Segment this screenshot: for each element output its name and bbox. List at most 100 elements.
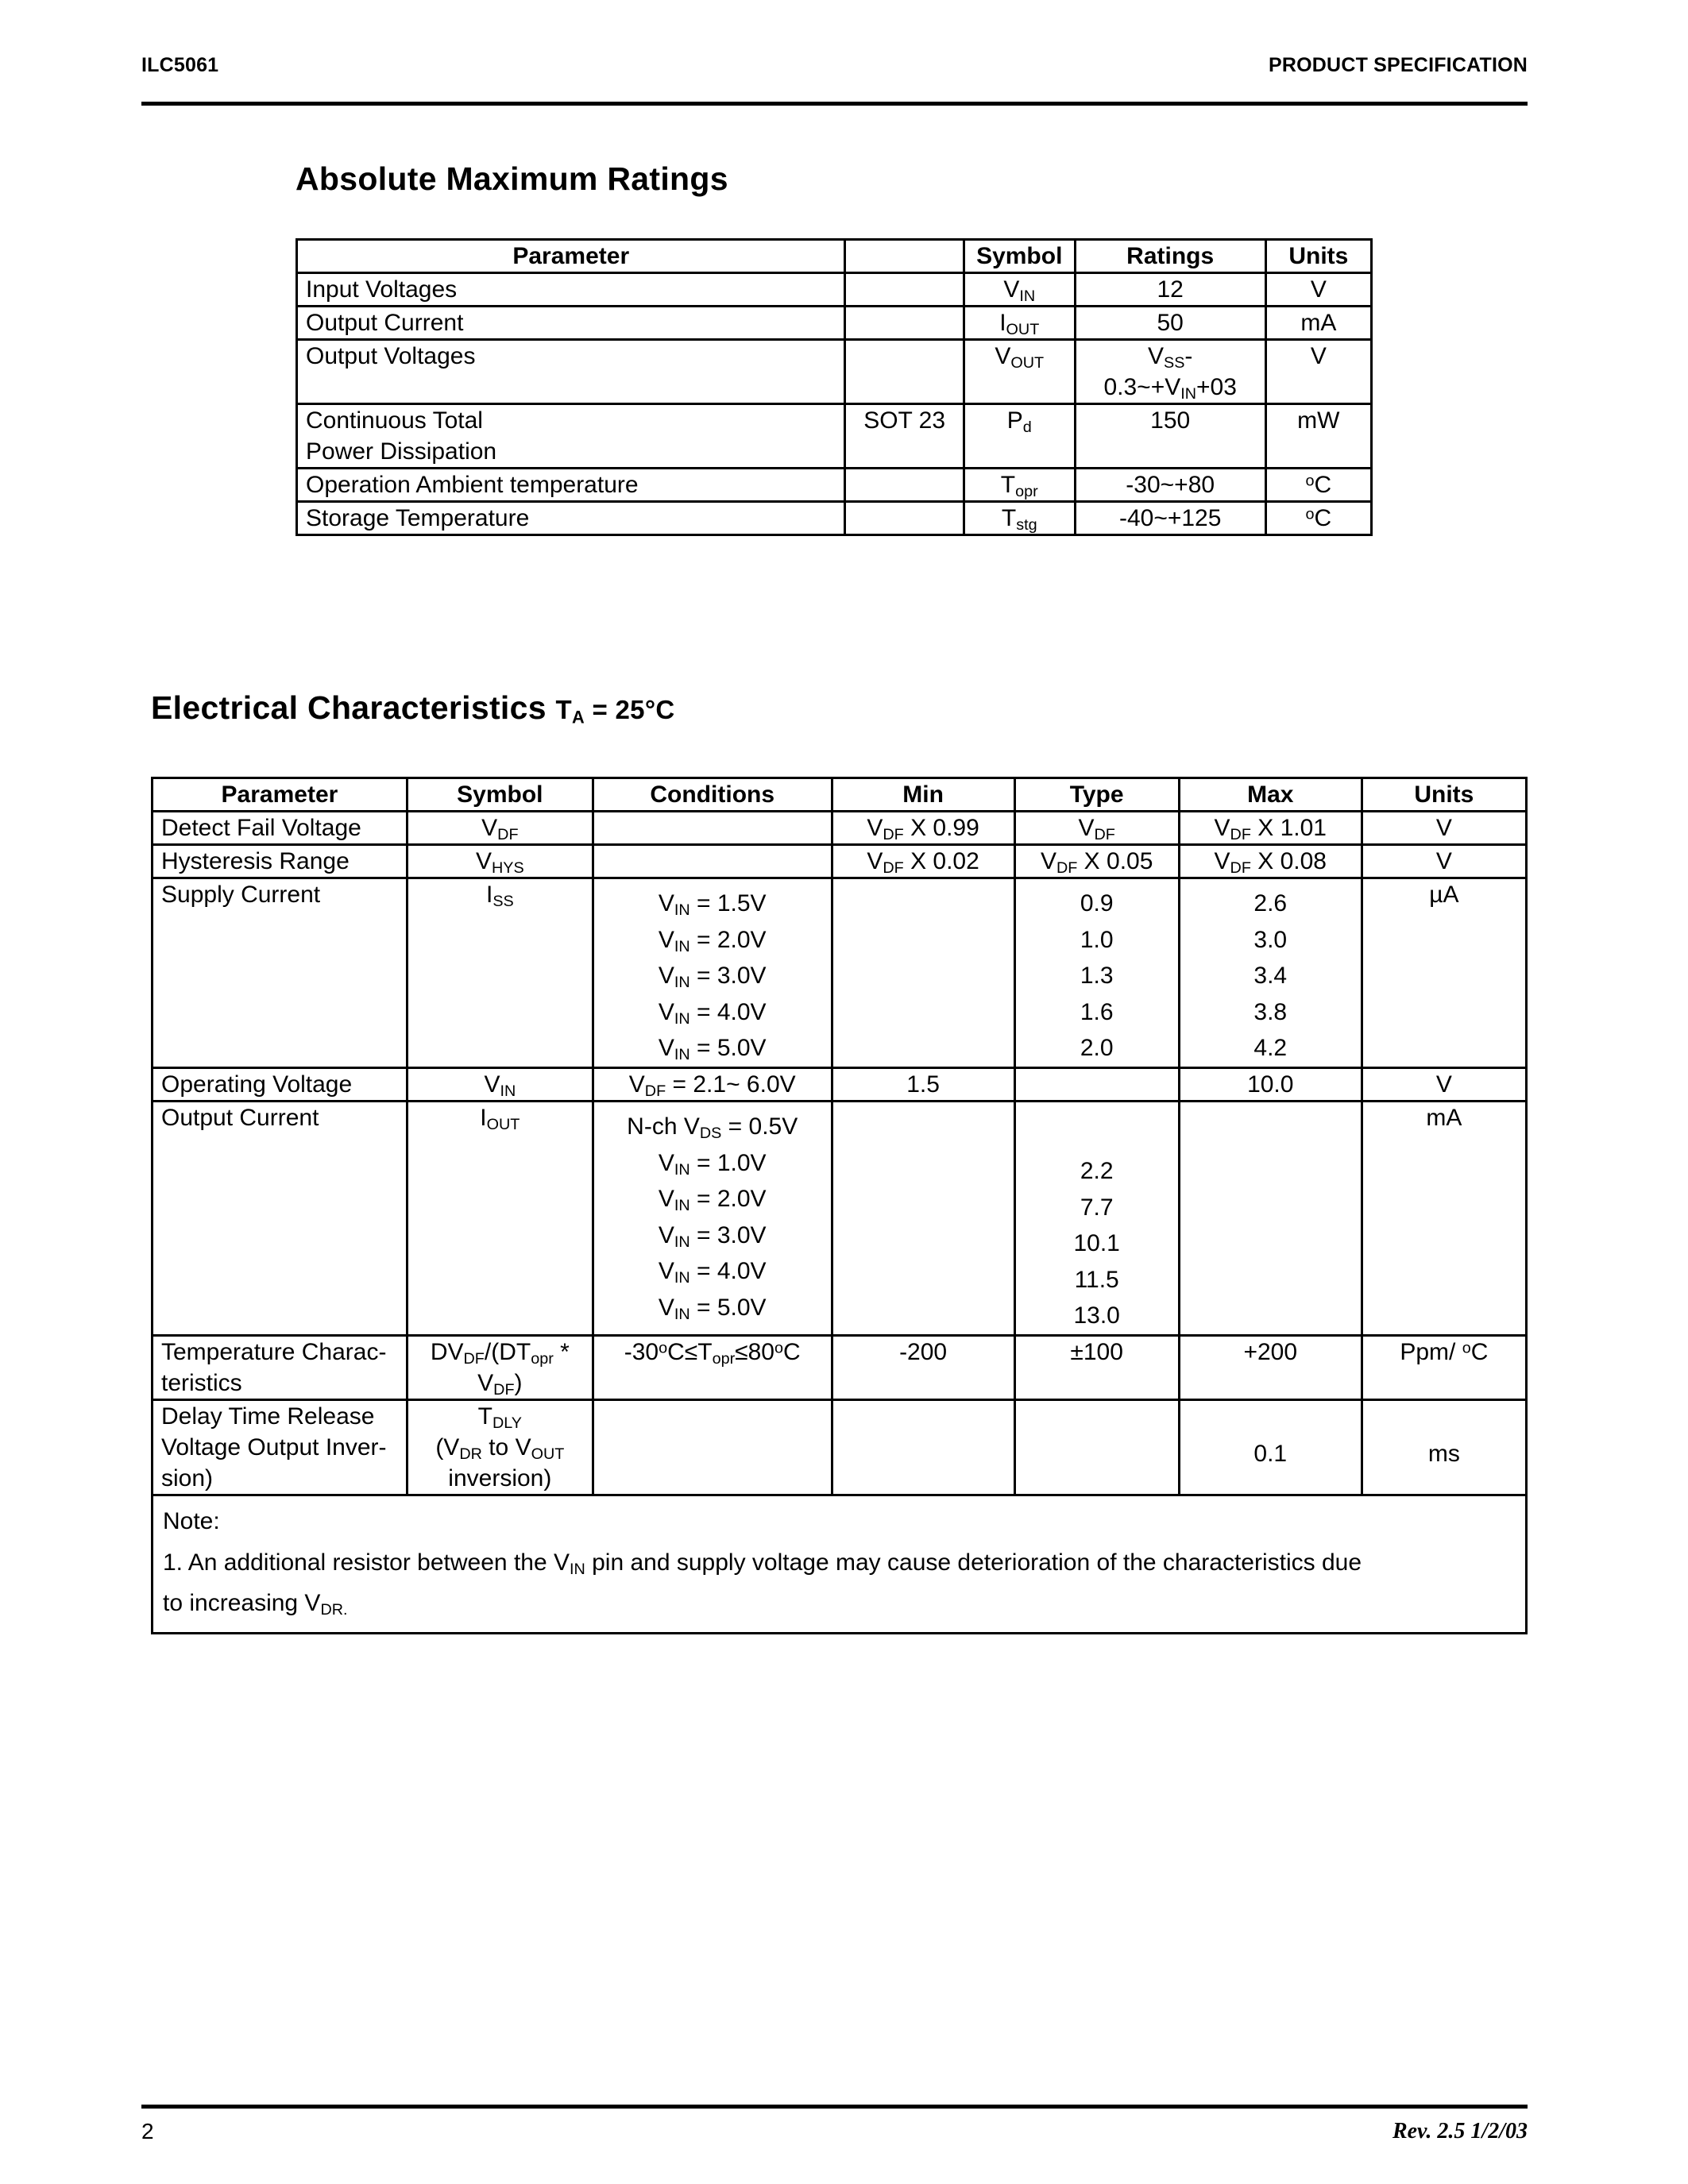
column-header-type: Type <box>1013 777 1180 812</box>
table-header-row: Parameter Symbol Ratings Units <box>295 238 1373 274</box>
cell-min <box>830 1099 1016 1337</box>
value-line: 1.3 <box>1080 963 1114 990</box>
condition-line: VIN = 2.0V <box>658 1186 767 1215</box>
cell-parameter: Temperature Charac- teristics <box>151 1333 408 1401</box>
value-line: 11.5 <box>1074 1266 1119 1293</box>
cell-conditions <box>591 810 833 846</box>
table-row: Input Voltages VIN 12 V <box>295 272 1373 307</box>
cell-symbol: ISS <box>405 877 594 1069</box>
column-header-symbol: Symbol <box>962 238 1076 274</box>
condition-line: VIN = 5.0V <box>658 1035 767 1064</box>
cell-parameter: Hysteresis Range <box>151 843 408 879</box>
table-row: Output Current IOUT N-ch VDS = 0.5V VIN … <box>151 1099 1528 1337</box>
cell-parameter: Operating Voltage <box>151 1066 408 1102</box>
section-title-electrical-characteristics: Electrical Characteristics TA = 25°C <box>151 689 674 727</box>
table-row: Detect Fail Voltage VDF VDF X 0.99 VDF V… <box>151 810 1528 846</box>
cell-symbol: IOUT <box>405 1099 594 1337</box>
cell-type: 0.9 1.0 1.3 1.6 2.0 <box>1013 877 1180 1069</box>
cell-max: +200 <box>1177 1333 1363 1401</box>
cell-parameter-line1: Continuous Total <box>306 407 483 434</box>
value-line: ms <box>1427 1440 1460 1467</box>
cell-conditions: VDF = 2.1~ 6.0V <box>591 1066 833 1102</box>
cell-type: 2.2 7.7 10.1 11.5 13.0 <box>1013 1099 1180 1337</box>
cell-type: VDF <box>1013 810 1180 846</box>
value-line: 13.0 <box>1073 1302 1120 1329</box>
cell-ratings: VSS-0.3~+VIN+03 <box>1073 338 1267 405</box>
table-row: Continuous Total Power Dissipation SOT 2… <box>295 403 1373 469</box>
cell-type <box>1013 1398 1180 1496</box>
cell-conditions: -30oC≤Topr≤80oC <box>591 1333 833 1401</box>
cell-conditions <box>591 1398 833 1496</box>
cell-parameter: Storage Temperature <box>295 500 847 536</box>
cell-parameter: Detect Fail Voltage <box>151 810 408 846</box>
table-row: Output Current IOUT 50 mA <box>295 305 1373 341</box>
electrical-characteristics-table: Parameter Symbol Conditions Min Type Max… <box>151 777 1528 1634</box>
value-line: 1.6 <box>1080 998 1114 1025</box>
cell-parameter: Continuous Total Power Dissipation <box>295 403 847 469</box>
cell-units: ms <box>1360 1398 1528 1496</box>
section-title-text: Electrical Characteristics <box>151 689 556 726</box>
cell-conditions <box>591 843 833 879</box>
note-line1: 1. An additional resistor between the VI… <box>163 1549 1362 1578</box>
column-header-package <box>844 238 965 274</box>
cell-parameter: Supply Current <box>151 877 408 1069</box>
cell-units: V <box>1360 843 1528 879</box>
page-footer: 2 Rev. 2.5 1/2/03 <box>141 2119 1528 2144</box>
cell-min: VDF X 0.02 <box>830 843 1016 879</box>
column-header-min: Min <box>830 777 1016 812</box>
cell-symbol: Pd <box>962 403 1076 469</box>
condition-line: VIN = 1.0V <box>658 1149 767 1179</box>
table-row: Storage Temperature Tstg -40~+125 oC <box>295 500 1373 536</box>
condition-line: VIN = 2.0V <box>658 926 767 955</box>
cell-package <box>844 305 965 341</box>
value-line: 2.6 <box>1253 890 1288 916</box>
cell-units: V <box>1360 1066 1528 1102</box>
cell-conditions: VIN = 1.5V VIN = 2.0V VIN = 3.0V VIN = 4… <box>591 877 833 1069</box>
symbol-line2: (VDR to VOUT <box>435 1433 565 1464</box>
condition-line: VIN = 4.0V <box>658 998 767 1028</box>
column-header-units: Units <box>1264 238 1373 274</box>
note-line2: to increasing VDR. <box>163 1590 348 1619</box>
cell-parameter-line2: Power Dissipation <box>306 438 497 465</box>
table-row: Output Voltages VOUT VSS-0.3~+VIN+03 V <box>295 338 1373 405</box>
condition-line: VIN = 1.5V <box>658 890 767 920</box>
cell-symbol: Tstg <box>962 500 1076 536</box>
section-title-condition: TA = 25°C <box>555 695 675 727</box>
cell-symbol: DVDF/(DTopr * VDF) <box>405 1333 594 1401</box>
cell-min: -200 <box>830 1333 1016 1401</box>
value-line: 1.0 <box>1080 926 1114 953</box>
cell-units: oC <box>1264 500 1373 536</box>
cell-parameter-line3: sion) <box>161 1464 214 1491</box>
value-line: 0.1 <box>1253 1440 1288 1467</box>
table-header-row: Parameter Symbol Conditions Min Type Max… <box>151 777 1528 812</box>
cell-min <box>830 1398 1016 1496</box>
value-line: 4.2 <box>1253 1035 1288 1062</box>
page-header: ILC5061 PRODUCT SPECIFICATION <box>141 54 1528 77</box>
cell-parameter-line2: teristics <box>161 1369 242 1396</box>
footer-rule <box>141 2105 1528 2109</box>
cell-symbol: VOUT <box>962 338 1076 405</box>
condition-line: VIN = 4.0V <box>658 1258 767 1287</box>
value-line: 2.2 <box>1080 1157 1114 1184</box>
cell-parameter-line2: Voltage Output Inver- <box>161 1433 387 1461</box>
table-row: Temperature Charac- teristics DVDF/(DTop… <box>151 1333 1528 1401</box>
cell-parameter: Input Voltages <box>295 272 847 307</box>
cell-max: 2.6 3.0 3.4 3.8 4.2 <box>1177 877 1363 1069</box>
table-row: Hysteresis Range VHYS VDF X 0.02 VDF X 0… <box>151 843 1528 879</box>
cell-conditions: N-ch VDS = 0.5V VIN = 1.0V VIN = 2.0V VI… <box>591 1099 833 1337</box>
column-header-symbol: Symbol <box>405 777 594 812</box>
cell-type: ±100 <box>1013 1333 1180 1401</box>
cell-min <box>830 877 1016 1069</box>
condition-line: VIN = 3.0V <box>658 963 767 992</box>
section-title-absolute-maximum-ratings: Absolute Maximum Ratings <box>295 160 728 197</box>
cell-units: mA <box>1360 1099 1528 1337</box>
column-header-parameter: Parameter <box>295 238 847 274</box>
cell-ratings: -30~+80 <box>1073 467 1267 503</box>
cell-parameter: Delay Time Release Voltage Output Inver-… <box>151 1398 408 1496</box>
cell-ratings: -40~+125 <box>1073 500 1267 536</box>
cell-units: µA <box>1360 877 1528 1069</box>
cell-units: V <box>1264 272 1373 307</box>
value-line: 3.4 <box>1253 963 1288 990</box>
table-row: Operation Ambient temperature Topr -30~+… <box>295 467 1373 503</box>
cell-package <box>844 338 965 405</box>
